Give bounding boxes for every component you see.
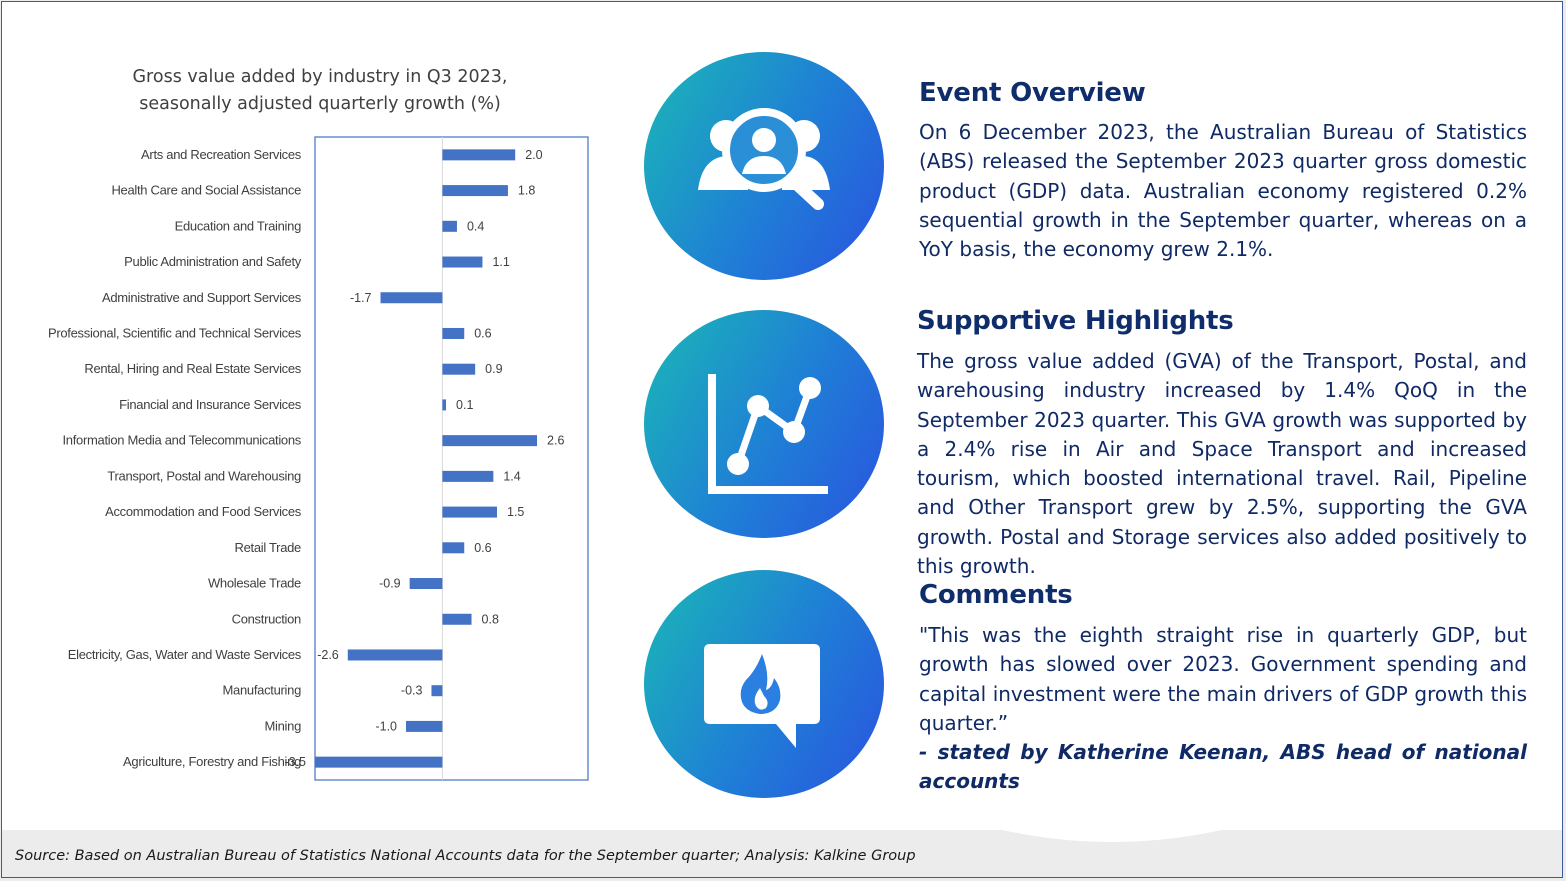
bar xyxy=(347,649,443,661)
category-label: Education and Training xyxy=(175,218,301,233)
chart-title: Gross value added by industry in Q3 2023… xyxy=(17,64,623,118)
bar xyxy=(442,613,472,625)
data-label: 0.4 xyxy=(467,219,484,233)
data-label: 2.0 xyxy=(525,148,542,162)
source-footnote: Source: Based on Australian Bureau of St… xyxy=(15,848,916,864)
plot-area-border xyxy=(314,136,589,781)
category-label: Mining xyxy=(265,718,302,733)
data-label: 0.1 xyxy=(456,398,473,412)
data-label: 1.8 xyxy=(518,184,535,198)
data-label: -0.9 xyxy=(379,577,401,591)
people-search-icon xyxy=(698,108,830,210)
category-label: Wholesale Trade xyxy=(208,576,301,591)
bar xyxy=(409,578,443,590)
comments-attribution: - stated by Katherine Keenan, ABS head o… xyxy=(919,740,1527,794)
category-label: Professional, Scientific and Technical S… xyxy=(48,325,302,340)
bar xyxy=(406,720,443,732)
comments-quote: "This was the eighth straight rise in qu… xyxy=(919,623,1527,735)
event-overview-title: Event Overview xyxy=(919,78,1146,108)
highlights-title: Supportive Highlights xyxy=(917,306,1234,336)
data-label: -3.5 xyxy=(284,755,306,769)
bar xyxy=(442,327,465,339)
category-label: Public Administration and Safety xyxy=(124,254,302,269)
bar xyxy=(442,185,508,197)
data-label: 0.6 xyxy=(474,541,491,555)
category-label: Rental, Hiring and Real Estate Services xyxy=(84,361,301,376)
bar xyxy=(442,542,465,554)
data-label: 1.1 xyxy=(492,255,509,269)
data-label: 2.6 xyxy=(547,434,564,448)
bar xyxy=(442,506,497,518)
category-label: Manufacturing xyxy=(223,683,302,698)
chart-title-line-2: seasonally adjusted quarterly growth (%) xyxy=(139,94,501,114)
highlights-body: The gross value added (GVA) of the Trans… xyxy=(917,349,1527,579)
comments-circle xyxy=(644,570,884,798)
category-label: Arts and Recreation Services xyxy=(141,147,302,162)
category-label: Accommodation and Food Services xyxy=(105,504,302,519)
highlights-circle xyxy=(644,310,884,538)
chat-fire-icon xyxy=(704,644,820,748)
bar xyxy=(442,256,483,268)
category-label: Transport, Postal and Warehousing xyxy=(107,468,301,483)
category-label: Financial and Insurance Services xyxy=(119,397,302,412)
bar-chart: Arts and Recreation Services 2.0 Health Ca… xyxy=(48,136,589,781)
category-label: Health Care and Social Assistance xyxy=(111,183,301,198)
bar xyxy=(431,685,443,697)
category-label: Electricity, Gas, Water and Waste Servic… xyxy=(68,647,302,662)
line-chart-icon xyxy=(708,374,828,494)
bar xyxy=(442,470,494,482)
data-label: 1.4 xyxy=(503,469,520,483)
bar xyxy=(442,220,457,232)
bar xyxy=(315,756,443,768)
data-label: 0.9 xyxy=(485,362,502,376)
category-label: Agriculture, Forestry and Fishing xyxy=(123,754,301,769)
data-label: -0.3 xyxy=(401,684,423,698)
data-label: 1.5 xyxy=(507,505,524,519)
data-label: 0.8 xyxy=(482,612,499,626)
data-label: -2.6 xyxy=(317,648,339,662)
chart-title-line-1: Gross value added by industry in Q3 2023… xyxy=(132,67,508,87)
category-label: Administrative and Support Services xyxy=(102,290,302,305)
data-label: -1.7 xyxy=(350,291,372,305)
data-label: 0.6 xyxy=(474,326,491,340)
event-overview-circle xyxy=(644,52,884,280)
bar xyxy=(442,435,538,447)
chart-card: Gross value added by industry in Q3 2023… xyxy=(17,28,623,808)
data-label: -1.0 xyxy=(375,719,397,733)
bar xyxy=(442,149,516,161)
comments-title: Comments xyxy=(919,580,1073,610)
bar xyxy=(380,292,443,304)
bar xyxy=(442,363,476,375)
event-overview-body: On 6 December 2023, the Australian Burea… xyxy=(919,120,1527,262)
category-label: Construction xyxy=(232,611,301,626)
category-label: Retail Trade xyxy=(235,540,302,555)
category-label: Information Media and Telecommunications xyxy=(62,433,301,448)
comments-body: "This was the eighth straight rise in qu… xyxy=(919,621,1527,797)
bar xyxy=(442,399,447,411)
